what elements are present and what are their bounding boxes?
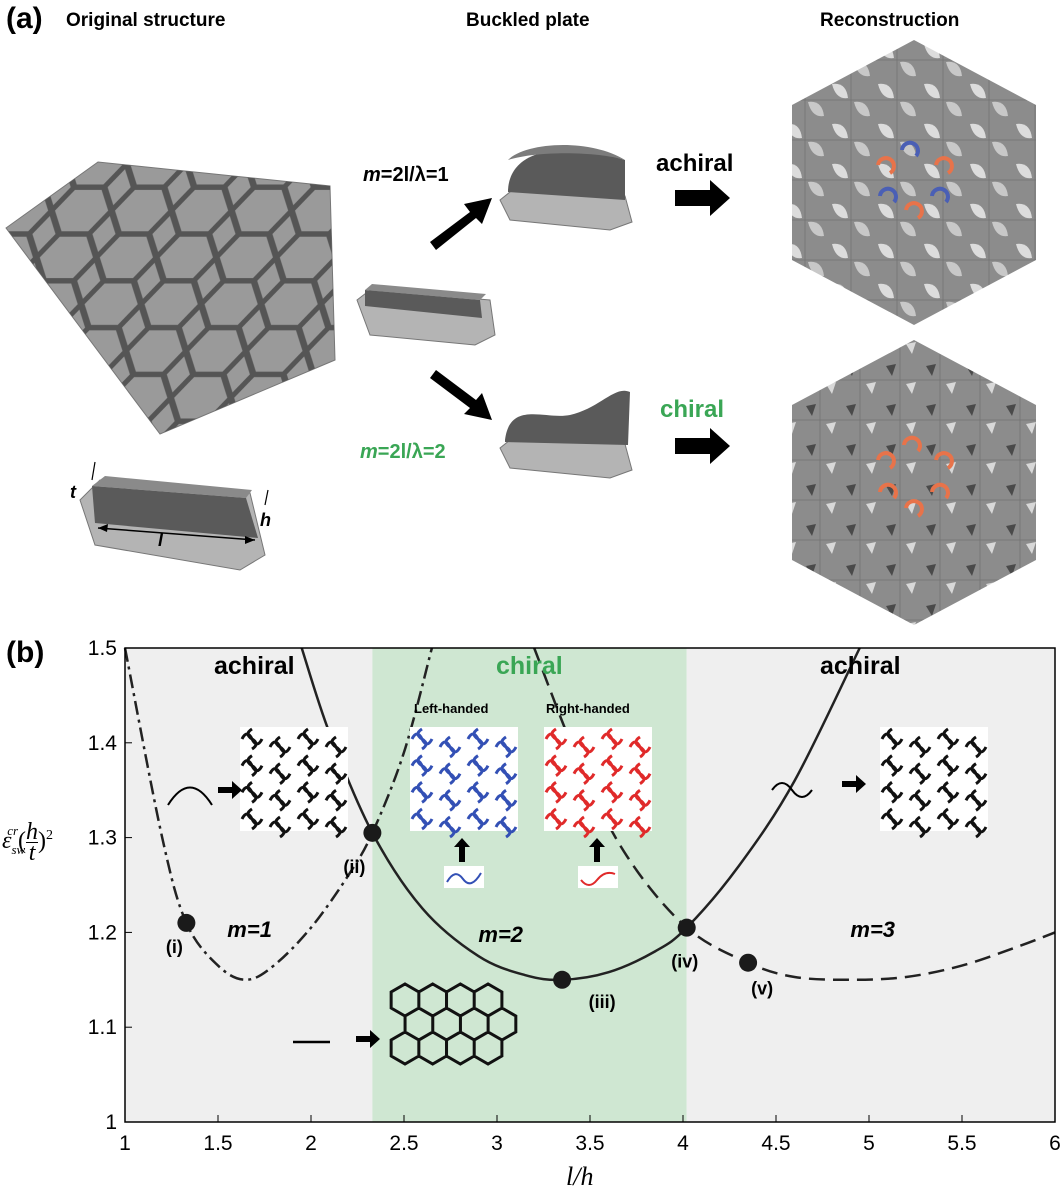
- curve-m-1: [123, 647, 434, 982]
- arrow-up-icon: [589, 838, 605, 862]
- mode2-m: m: [360, 441, 378, 463]
- arrow-right-icon: [218, 781, 242, 799]
- mode1-m: m: [363, 164, 381, 186]
- point-marker: [677, 918, 696, 937]
- y-tick-label: 1: [105, 1111, 117, 1134]
- inset-achiral-m3-pattern: [880, 727, 988, 839]
- x-axis-label: l/h: [566, 1162, 594, 1191]
- y-axis-sup: cr: [7, 823, 19, 839]
- inset-title-right-handed: Right-handed: [546, 701, 630, 716]
- mode1-label: m=2l/λ=1: [363, 164, 449, 187]
- chiral-type-label: chiral: [660, 396, 725, 423]
- left-wave-icon: [446, 872, 482, 885]
- x-tick-label: 5.5: [947, 1132, 976, 1155]
- region-achiral-0: [125, 648, 373, 1122]
- point-label: (i): [166, 937, 183, 957]
- point-label: (iv): [671, 952, 698, 972]
- x-tick-label: 2.5: [389, 1132, 418, 1155]
- dim-h-label: h: [260, 510, 271, 530]
- inset-title-left-handed: Left-handed: [414, 701, 489, 716]
- y-tick-label: 1.5: [88, 637, 117, 660]
- point-marker: [739, 953, 758, 972]
- y-axis-sub: sw: [11, 841, 26, 857]
- y-tick-label: 1.1: [88, 1016, 117, 1039]
- mode-label: m=3: [850, 917, 895, 942]
- y-tick-label: 1.4: [88, 732, 118, 755]
- arrow-up-icon: [454, 838, 470, 862]
- region-achiral-2: [686, 648, 1055, 1122]
- y-tick-label: 1.2: [88, 921, 117, 944]
- point-label: (ii): [343, 857, 365, 877]
- y-axis-frac-num: h: [26, 819, 39, 845]
- arrow-right-icon: [356, 1030, 380, 1048]
- mode1-eq: =2l/λ=1: [380, 164, 449, 186]
- mode2-label: m=2l/λ=2: [360, 441, 446, 464]
- x-tick-label: 4.5: [761, 1132, 790, 1155]
- dim-l-label: l: [158, 530, 164, 550]
- panel-a-label: (a): [6, 2, 43, 35]
- y-axis-exp: 2: [46, 828, 54, 844]
- inset-hexagonal-lattice: [389, 982, 518, 1066]
- point-label: (iii): [589, 992, 616, 1012]
- mode2-eq: =2l/λ=2: [377, 441, 446, 463]
- point-marker: [363, 823, 382, 842]
- x-tick-label: 1: [119, 1132, 131, 1155]
- x-tick-label: 3: [491, 1132, 503, 1155]
- x-tick-label: 1.5: [203, 1132, 232, 1155]
- arrow-right-icon: [842, 775, 866, 793]
- point-label: (v): [751, 979, 773, 999]
- region-label-achiral-right: achiral: [820, 652, 901, 680]
- x-tick-label: 5: [863, 1132, 875, 1155]
- inset-right-handed-pattern: [544, 727, 652, 839]
- curve-m-3: [533, 647, 1056, 982]
- title-buckled-plate: Buckled plate: [466, 10, 590, 31]
- region-label-chiral: chiral: [496, 652, 563, 680]
- point-marker: [553, 970, 572, 989]
- dim-t-label: t: [70, 482, 76, 502]
- y-tick-label: 1.3: [88, 827, 117, 850]
- y-axis-label: εswcr(h t)2: [2, 819, 54, 866]
- x-tick-label: 4: [677, 1132, 689, 1155]
- x-tick-label: 2: [305, 1132, 317, 1155]
- right-wave-bg: [578, 866, 618, 888]
- region-label-achiral-left: achiral: [214, 652, 295, 680]
- mode-label: m=2: [478, 922, 523, 947]
- panel-b-label: (b): [6, 636, 45, 669]
- inset-achiral-m1-pattern: [240, 727, 348, 839]
- title-original-structure: Original structure: [66, 10, 226, 31]
- right-wave-icon: [580, 871, 616, 886]
- x-tick-label: 6: [1049, 1132, 1061, 1155]
- title-reconstruction: Reconstruction: [820, 10, 960, 31]
- mode-shape-m1-icon: [167, 786, 213, 806]
- y-axis-frac-den: t: [28, 840, 36, 866]
- achiral-type-label: achiral: [656, 150, 734, 177]
- mode-label: m=1: [227, 917, 272, 942]
- x-tick-label: 3.5: [575, 1132, 604, 1155]
- inset-left-handed-pattern: [410, 727, 518, 839]
- y-axis-symbol: ε: [2, 828, 12, 855]
- point-marker: [177, 913, 196, 932]
- mode-shape-m3-icon: [771, 782, 813, 798]
